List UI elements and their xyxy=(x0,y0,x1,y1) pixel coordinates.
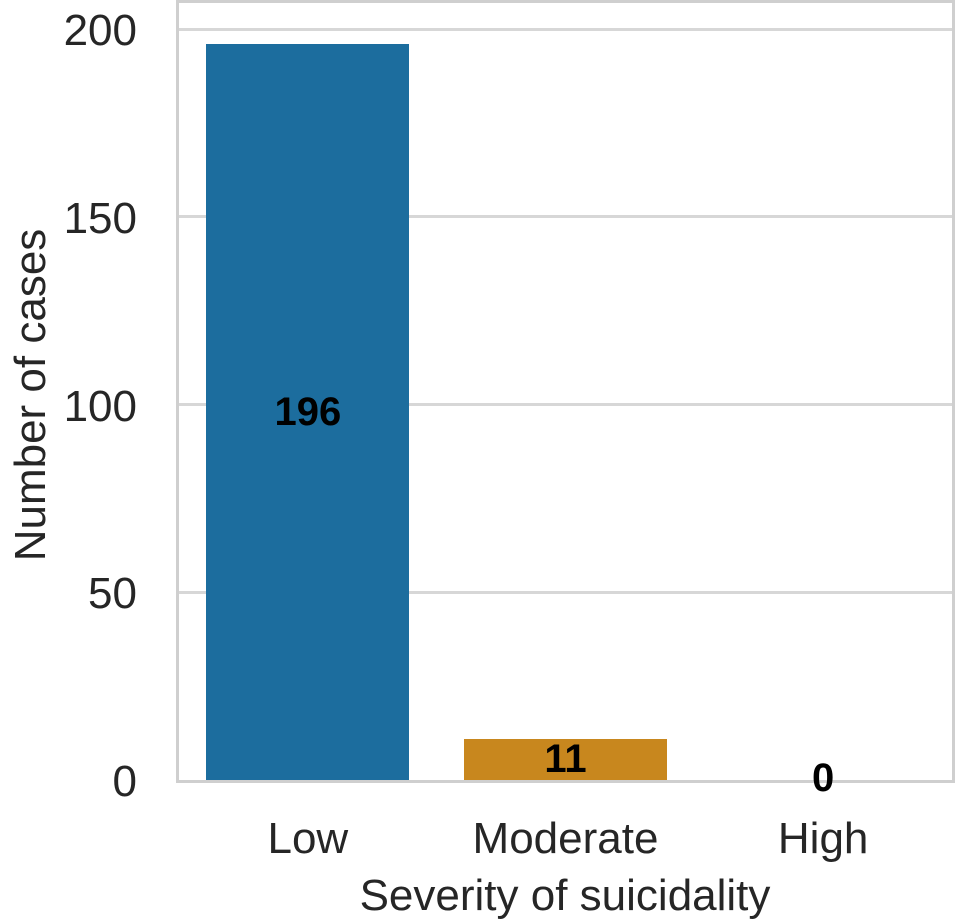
x-tick-label-high: High xyxy=(777,814,869,863)
y-tick-label-100: 100 xyxy=(63,381,137,431)
bar-moderate xyxy=(464,738,667,780)
gridline-150 xyxy=(179,215,952,219)
bar-low xyxy=(206,44,410,780)
x-tick-label-low: Low xyxy=(267,814,349,863)
gridline-50 xyxy=(179,590,952,594)
gridlines-layer xyxy=(179,3,952,780)
bars-layer xyxy=(179,3,952,780)
bar-value-label-low: 196 xyxy=(274,390,342,435)
y-tick-label-200: 200 xyxy=(63,6,137,56)
gridline-100 xyxy=(179,403,952,407)
x-tick-label-moderate: Moderate xyxy=(472,814,659,863)
y-tick-label-0: 0 xyxy=(112,757,137,806)
y-tick-label-50: 50 xyxy=(88,569,137,619)
bar-value-label-high: 0 xyxy=(812,756,835,800)
value-labels-layer: 196 11 0 xyxy=(179,3,952,798)
bar-value-label-moderate: 11 xyxy=(544,737,587,782)
x-axis-label: Severity of suicidality xyxy=(359,871,771,920)
gridline-200 xyxy=(179,27,952,31)
y-tick-label-150: 150 xyxy=(63,193,137,243)
plot-area: 196 11 0 xyxy=(176,0,955,798)
